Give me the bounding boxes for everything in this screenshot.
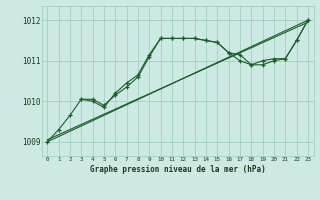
X-axis label: Graphe pression niveau de la mer (hPa): Graphe pression niveau de la mer (hPa) [90,165,266,174]
